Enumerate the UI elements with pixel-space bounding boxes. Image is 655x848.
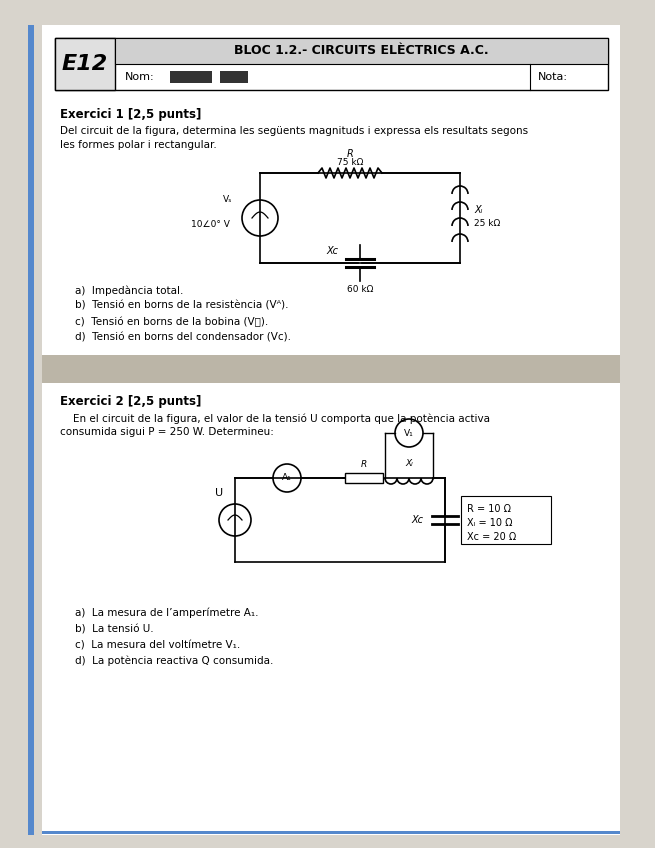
Bar [115,38,608,64]
Text: Exercici 2 [2,5 punts]: Exercici 2 [2,5 punts] [60,395,201,408]
Text: Nota:: Nota: [538,72,568,82]
Bar [55,38,115,90]
Text: c)  Tensió en borns de la bobina (Vⲟ).: c) Tensió en borns de la bobina (Vⲟ). [75,317,269,327]
Bar [461,496,551,544]
Bar [42,25,620,835]
Text: Xᴄ: Xᴄ [326,246,338,256]
Text: 25 kΩ: 25 kΩ [474,220,500,228]
Bar [220,71,248,83]
Text: Nom:: Nom: [125,72,155,82]
Text: c)  La mesura del voltímetre V₁.: c) La mesura del voltímetre V₁. [75,640,240,650]
Text: R = 10 Ω: R = 10 Ω [467,504,511,514]
Text: b)  Tensió en borns de la resistència (Vᴬ).: b) Tensió en borns de la resistència (Vᴬ… [75,301,288,311]
Bar [42,831,620,834]
Text: Xₗ: Xₗ [405,459,413,468]
Text: E12: E12 [62,54,108,74]
Bar [28,25,34,835]
Bar [55,38,608,90]
Bar [345,473,383,483]
Text: Xₗ = 10 Ω: Xₗ = 10 Ω [467,518,512,528]
Text: V₁: V₁ [404,428,414,438]
Text: 60 kΩ: 60 kΩ [346,285,373,294]
Text: Xₗ: Xₗ [474,205,482,215]
Text: Exercici 1 [2,5 punts]: Exercici 1 [2,5 punts] [60,108,201,121]
Text: U: U [215,488,223,498]
Text: 10∠0° V: 10∠0° V [191,220,230,229]
Text: d)  Tensió en borns del condensador (Vᴄ).: d) Tensió en borns del condensador (Vᴄ). [75,333,291,343]
Text: consumida sigui P = 250 W. Determineu:: consumida sigui P = 250 W. Determineu: [60,427,274,437]
Text: a)  Impedància total.: a) Impedància total. [75,285,183,295]
Text: les formes polar i rectangular.: les formes polar i rectangular. [60,140,217,150]
Text: Xᴄ = 20 Ω: Xᴄ = 20 Ω [467,532,516,542]
Text: Vₛ: Vₛ [223,195,232,204]
Text: R: R [346,149,354,159]
Text: A₁: A₁ [282,473,292,483]
Bar [170,71,212,83]
Bar [42,355,620,383]
Text: b)  La tensió U.: b) La tensió U. [75,624,154,634]
Text: d)  La potència reactiva Q consumida.: d) La potència reactiva Q consumida. [75,656,273,667]
Text: BLOC 1.2.- CIRCUITS ELÈCTRICS A.C.: BLOC 1.2.- CIRCUITS ELÈCTRICS A.C. [234,44,489,58]
Text: a)  La mesura de l’amperímetre A₁.: a) La mesura de l’amperímetre A₁. [75,608,259,618]
Text: 75 kΩ: 75 kΩ [337,158,363,167]
Text: Xᴄ: Xᴄ [411,515,423,525]
Text: R: R [361,460,367,469]
Text: Del circuit de la figura, determina les següents magnituds i expressa els result: Del circuit de la figura, determina les … [60,126,528,136]
Text: En el circuit de la figura, el valor de la tensió U comporta que la potència act: En el circuit de la figura, el valor de … [60,413,490,423]
